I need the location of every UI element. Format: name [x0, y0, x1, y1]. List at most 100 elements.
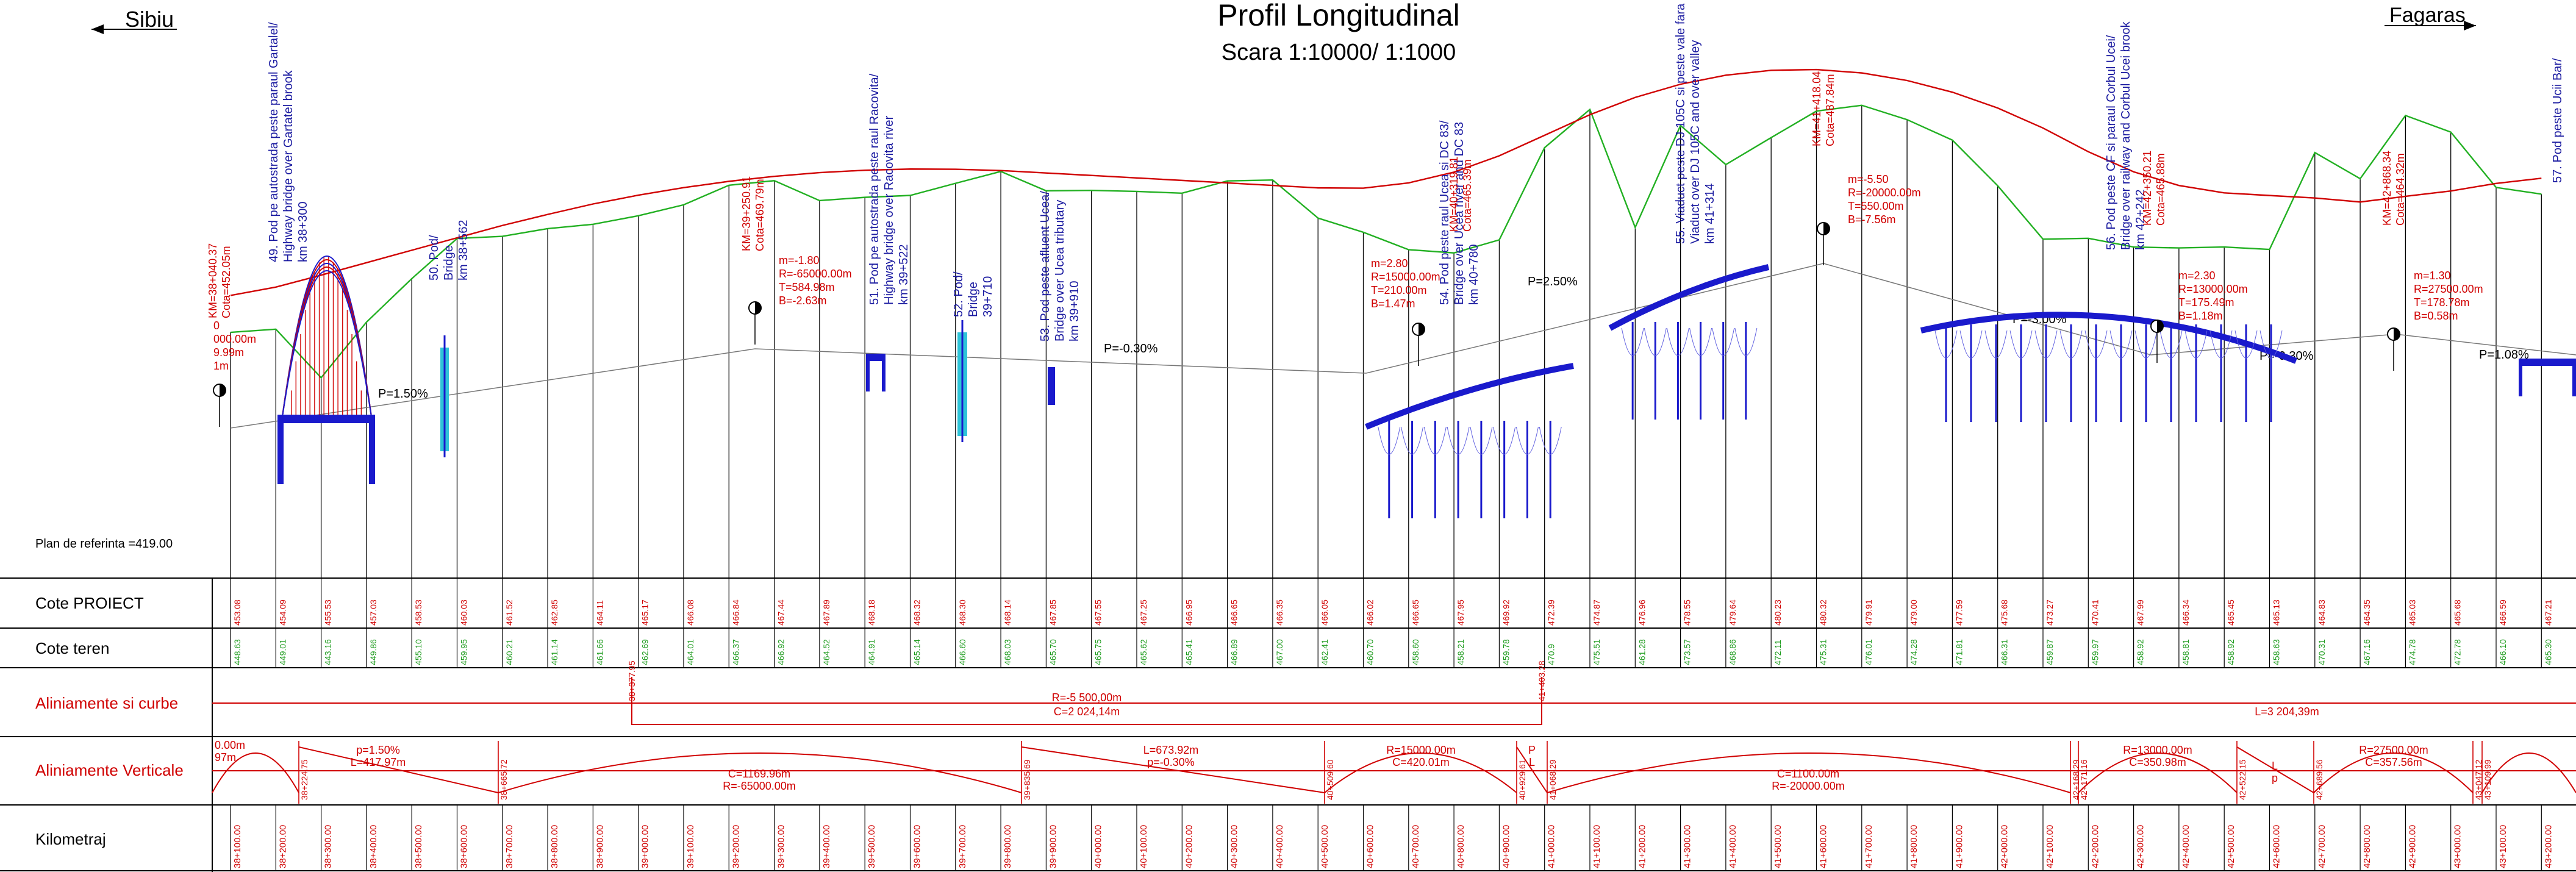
vertical-tick-label: 42+171.16 — [2079, 759, 2089, 800]
vertical-alignment-label: R=15000.00m — [1386, 744, 1456, 756]
project-elevation: 465.68 — [2453, 599, 2463, 626]
right-city-label: Fagaras — [2389, 4, 2466, 27]
project-elevation: 466.95 — [1184, 599, 1193, 626]
vertical-alignment-label: p — [2272, 772, 2278, 784]
ground-elevation: 476.01 — [1864, 639, 1873, 665]
vertical-alignment-row: 38+224.75 38+665.72 39+835.69 40+509.60 40+9… — [212, 739, 2576, 804]
curve-note-line: T=210.00m — [1371, 284, 1427, 296]
station-km: 41+100.00 — [1592, 825, 1602, 868]
curve-note-line: R=-20000.00m — [1848, 187, 1921, 199]
curve-note-line: T=584.98m — [779, 281, 835, 293]
project-elevation: 462.85 — [549, 599, 559, 626]
vertical-tick-label: 42+522.15 — [2238, 759, 2247, 800]
structure-caption-line: Viaduct over DJ 105C and over valley — [1689, 40, 1702, 244]
ground-elevation: 472.11 — [1773, 640, 1783, 665]
station-km: 41+600.00 — [1819, 825, 1829, 868]
row-label-aliniamente-verticale: Aliniamente Verticale — [35, 761, 184, 779]
ground-elevation: 464.91 — [867, 639, 876, 665]
station-km: 40+000.00 — [1093, 825, 1104, 868]
structure-caption-line: km 40+780 — [1467, 244, 1481, 305]
station-km: 41+400.00 — [1728, 825, 1738, 868]
structure-caption-line: 56. Pod peste CF si paraul Corbul Ucei/ — [2105, 35, 2118, 250]
ground-elevation: 461.14 — [549, 639, 559, 665]
curve-note-line: 1m — [213, 360, 229, 372]
station-km: 41+300.00 — [1683, 825, 1693, 868]
project-elevation: 466.65 — [1229, 599, 1239, 626]
terrain-line — [230, 104, 2542, 379]
project-elevation: 457.03 — [368, 599, 378, 626]
project-elevation: 467.55 — [1093, 599, 1103, 626]
structure-caption-line: km 38+562 — [457, 220, 470, 281]
station-km: 42+800.00 — [2362, 825, 2372, 868]
vertical-alignment-label: C=420.01m — [1392, 756, 1450, 768]
page-title: Profil Longitudinal — [1217, 0, 1460, 32]
structure-caption-line: 57. Pod peste Ucii Bar/ — [2551, 58, 2564, 183]
project-elevation: 468.18 — [867, 599, 876, 626]
station-km: 39+900.00 — [1048, 825, 1058, 868]
vertical-alignment-label: R=13000.00m — [2123, 744, 2192, 756]
station-km: 39+400.00 — [821, 825, 832, 868]
ground-elevation: 468.86 — [1728, 639, 1737, 665]
ground-elevation: 459.78 — [1501, 639, 1511, 665]
vertical-tangent — [298, 746, 499, 793]
project-elevation: 479.91 — [1864, 599, 1873, 626]
vertical-alignment-label: P — [1528, 744, 1536, 756]
vertical-curve-arc — [1547, 752, 2071, 793]
project-elevation: 467.99 — [2136, 599, 2145, 626]
station-km: 40+700.00 — [1411, 825, 1421, 868]
station-km: 42+300.00 — [2136, 825, 2146, 868]
curve-note-line: B=1.47m — [1371, 298, 1415, 310]
station-km: 43+200.00 — [2543, 825, 2553, 868]
vertical-tangent — [2236, 746, 2314, 793]
bridge-structure — [1608, 264, 1770, 420]
vertical-tick-label: 41+068.29 — [1548, 759, 1558, 800]
ground-elevation: 465.62 — [1139, 639, 1148, 665]
curve-note-line: Cota=452.05m — [220, 246, 232, 318]
station-km: 40+900.00 — [1501, 825, 1511, 868]
station-km: 40+400.00 — [1275, 825, 1285, 868]
vertical-alignment-label: L=417.97m — [351, 756, 406, 768]
ground-elevation: 466.10 — [2498, 639, 2508, 665]
structure-caption-line: Bridge over railway and Corbul Ucei broo… — [2119, 21, 2133, 250]
structure-caption-line: 39+710 — [981, 276, 995, 317]
header: Sibiu Profil Longitudinal Scara 1:10000/… — [91, 0, 2476, 65]
structure-caption-line: Bridge — [442, 245, 456, 281]
project-elevation: 467.21 — [2543, 599, 2553, 626]
horizontal-curve-radius: R=-5 500,00m — [1052, 692, 1122, 704]
project-elevation: 460.03 — [459, 599, 469, 626]
structure-caption: 52. Pod/Bridge 39+710 — [952, 271, 995, 317]
bridge-structure — [440, 335, 449, 457]
ground-elevation: 458.92 — [2226, 639, 2236, 665]
curve-note-line: R=27500.00m — [2414, 283, 2483, 295]
vertical-alignment-label: R=27500.00m — [2359, 744, 2428, 756]
structure-caption-line: Bridge — [967, 282, 980, 317]
station-km: 38+700.00 — [504, 825, 515, 868]
curve-note-line: Cota=465.88m — [2155, 153, 2167, 226]
station-km: 42+600.00 — [2272, 825, 2282, 868]
station-km: 42+200.00 — [2090, 825, 2100, 868]
ground-elevation: 448.63 — [232, 639, 242, 665]
curve-note-line: Cota=465.39m — [1461, 159, 1473, 232]
ground-elevation: 471.81 — [1954, 639, 1964, 665]
station-km: 39+700.00 — [957, 825, 968, 868]
profile-area: P=1.50%P=-0.30%P=2.50%P=-3.00%P=-0.30% P=… — [207, 0, 2576, 578]
bridge-structure — [1048, 367, 1055, 405]
ground-elevation: 470.9 — [1547, 644, 1556, 665]
curve-note-line: T=178.78m — [2414, 296, 2470, 309]
structure-caption: 50. Pod/Bridge km 38+562 — [428, 220, 470, 281]
project-elevation: 464.11 — [595, 600, 604, 626]
curve-note-line: KM=38+040.37 — [207, 243, 219, 318]
station-km: 38+900.00 — [595, 825, 605, 868]
vertical-curve-arc — [498, 752, 1022, 793]
vertical-tick-label: 38+224.75 — [299, 759, 309, 800]
project-elevation: 479.64 — [1728, 599, 1737, 626]
project-elevation: 478.55 — [1683, 599, 1692, 626]
project-elevation: 468.30 — [957, 599, 967, 626]
vertical-curve-arc — [2078, 752, 2238, 793]
bridge-structure — [957, 320, 967, 442]
vertical-alignment-label: p=-0.30% — [1147, 756, 1195, 768]
pvi-marker-icon — [1412, 323, 1425, 366]
